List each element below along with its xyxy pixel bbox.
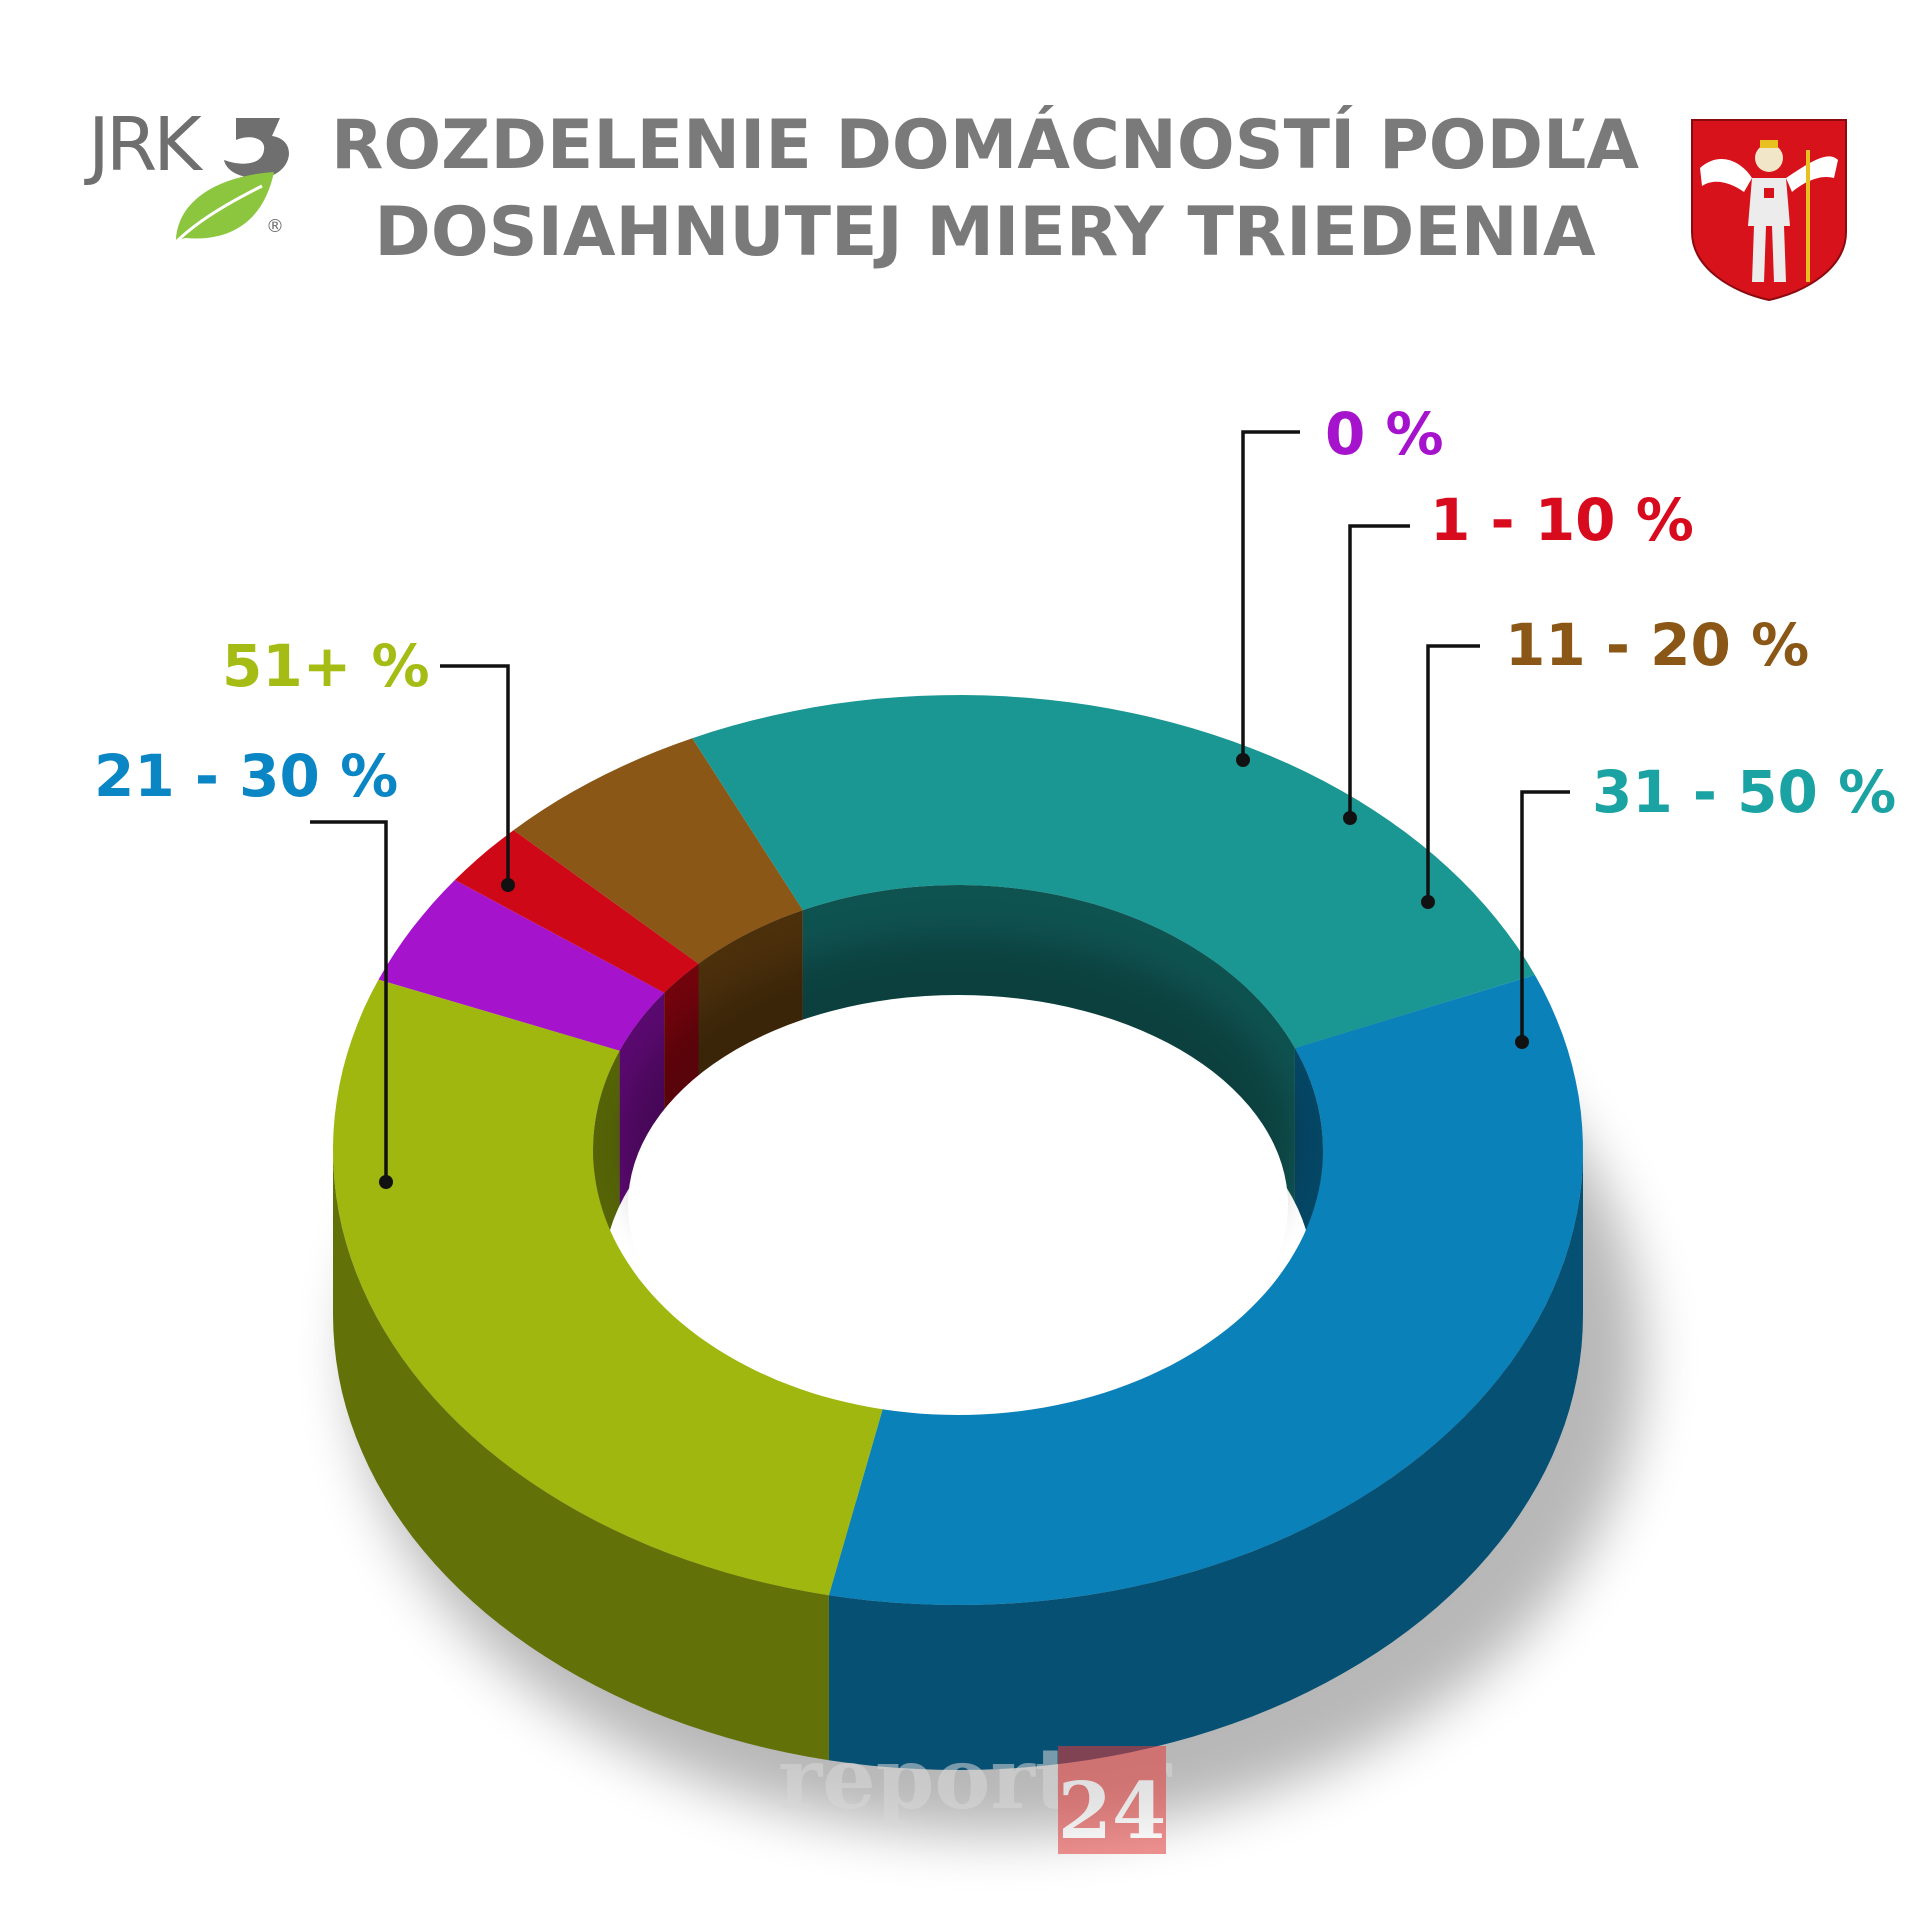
slice-label-0: 0 % — [1325, 400, 1444, 468]
jrk-logo-text: JRK — [84, 102, 204, 188]
slice-5 — [333, 979, 883, 1596]
slice-0 — [378, 880, 665, 1051]
jrk-swirl-icon — [224, 118, 289, 178]
leader-line-0 — [1241, 430, 1300, 760]
slice-label-5: 51+ % — [222, 632, 430, 700]
outer-wall-5 — [333, 1150, 829, 1761]
watermark: reporter 24 — [778, 1729, 1173, 1857]
leader-dot-3 — [1515, 1035, 1529, 1049]
registered-mark: ® — [266, 216, 284, 237]
leader-line-2 — [1426, 644, 1480, 902]
coat-of-arms-icon — [1691, 119, 1847, 302]
leader-dot-4 — [379, 1175, 393, 1189]
slice-1 — [454, 830, 699, 993]
slice-2 — [513, 738, 803, 964]
title-line-2: DOSIAHNUTEJ MIERY TRIEDENIA — [374, 193, 1596, 272]
leaf-icon — [172, 172, 274, 246]
chart-labels: 0 % 1 - 10 % 11 - 20 % 31 - 50 % 21 - 30… — [94, 400, 1896, 1189]
slice-label-3: 31 - 50 % — [1592, 758, 1896, 826]
slice-label-4: 21 - 30 % — [94, 742, 398, 810]
title-line-1: ROZDELENIE DOMÁCNOSTÍ PODĽA — [331, 105, 1639, 185]
leader-line-5 — [440, 664, 510, 885]
leader-dot-5 — [501, 878, 515, 892]
watermark-badge — [1058, 1746, 1166, 1854]
jrk-logo: JRK ® — [84, 102, 289, 246]
leader-line-3 — [1520, 790, 1570, 1042]
slice-3 — [692, 695, 1535, 1048]
watermark-number: 24 — [1058, 1766, 1167, 1857]
slice-label-1: 1 - 10 % — [1430, 486, 1694, 554]
slice-4 — [828, 974, 1583, 1605]
leader-line-1 — [1348, 524, 1410, 818]
hole-light — [628, 995, 1288, 1415]
leader-dot-2 — [1421, 895, 1435, 909]
outer-wall-4 — [828, 1150, 1583, 1770]
leader-dot-1 — [1343, 811, 1357, 825]
donut-slices — [333, 695, 1583, 1770]
slice-label-2: 11 - 20 % — [1505, 611, 1809, 679]
leader-line-4 — [310, 820, 388, 1182]
leader-dot-0 — [1236, 753, 1250, 767]
